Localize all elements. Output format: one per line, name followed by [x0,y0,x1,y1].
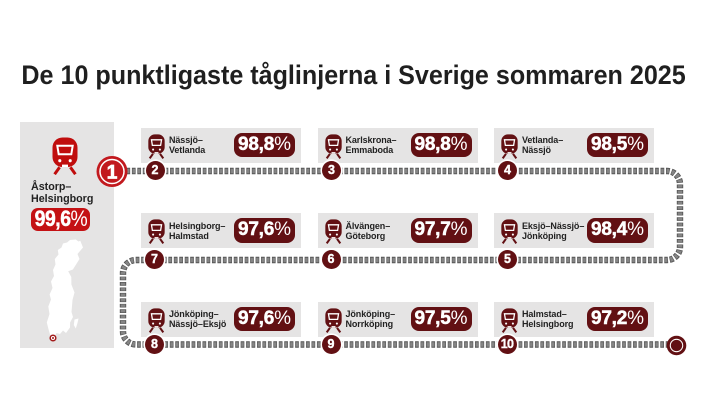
svg-text:1: 1 [107,162,118,183]
